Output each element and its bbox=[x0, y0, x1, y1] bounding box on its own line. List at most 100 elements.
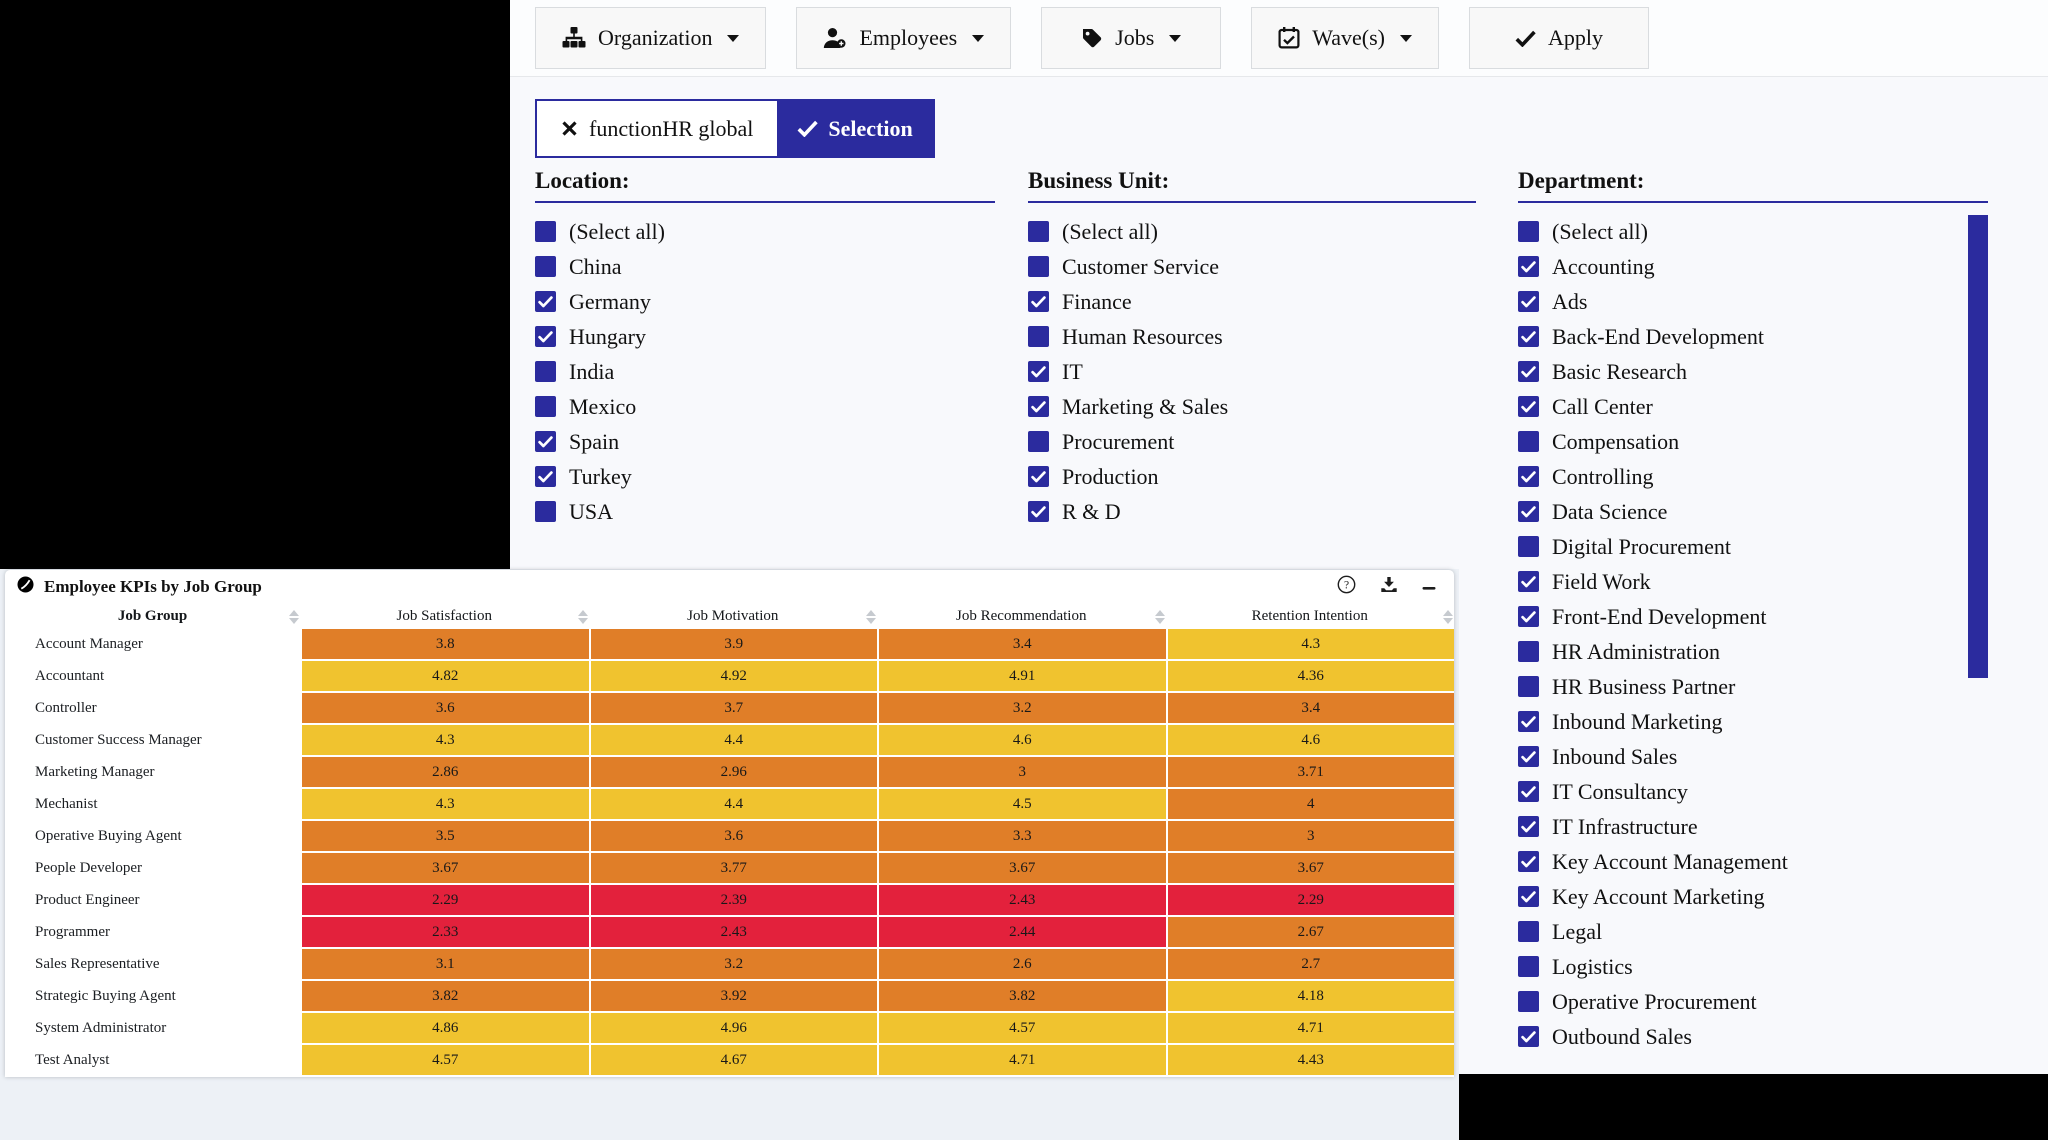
filter-item-procurement[interactable]: Procurement bbox=[1028, 424, 1476, 459]
selection-apply-button[interactable]: Selection bbox=[777, 101, 933, 156]
checkbox-checked[interactable] bbox=[1518, 326, 1539, 347]
toolbar-button-wave-s[interactable]: Wave(s) bbox=[1251, 7, 1439, 69]
filter-item-marketing-sales[interactable]: Marketing & Sales bbox=[1028, 389, 1476, 424]
checkbox-checked[interactable] bbox=[535, 291, 556, 312]
filter-item-it-infrastructure[interactable]: IT Infrastructure bbox=[1518, 809, 1988, 844]
download-button[interactable] bbox=[1380, 576, 1398, 599]
filter-item-key-account-management[interactable]: Key Account Management bbox=[1518, 844, 1988, 879]
column-header-job-group[interactable]: Job Group bbox=[5, 604, 300, 629]
checkbox-unchecked[interactable] bbox=[1028, 431, 1049, 452]
column-header-retention-intention[interactable]: Retention Intention bbox=[1166, 604, 1455, 629]
checkbox-unchecked[interactable] bbox=[535, 396, 556, 417]
filter-tag-remove[interactable]: functionHR global bbox=[537, 101, 778, 156]
checkbox-checked[interactable] bbox=[1518, 361, 1539, 382]
sort-icon[interactable] bbox=[289, 609, 299, 624]
toolbar-button-apply[interactable]: Apply bbox=[1468, 7, 1649, 69]
column-header-job-satisfaction[interactable]: Job Satisfaction bbox=[300, 604, 589, 629]
filter-item-key-account-marketing[interactable]: Key Account Marketing bbox=[1518, 879, 1988, 914]
filter-item-compensation[interactable]: Compensation bbox=[1518, 424, 1988, 459]
toolbar-button-employees[interactable]: Employees bbox=[796, 7, 1012, 69]
checkbox-unchecked[interactable] bbox=[1028, 326, 1049, 347]
filter-item-operative-procurement[interactable]: Operative Procurement bbox=[1518, 984, 1988, 1019]
filter-item-select-all[interactable]: (Select all) bbox=[1518, 214, 1988, 249]
checkbox-checked[interactable] bbox=[535, 326, 556, 347]
filter-item-customer-service[interactable]: Customer Service bbox=[1028, 249, 1476, 284]
filter-item-field-work[interactable]: Field Work bbox=[1518, 564, 1988, 599]
filter-item-call-center[interactable]: Call Center bbox=[1518, 389, 1988, 424]
checkbox-checked[interactable] bbox=[1028, 466, 1049, 487]
sort-icon[interactable] bbox=[1154, 609, 1165, 624]
filter-item-back-end-development[interactable]: Back-End Development bbox=[1518, 319, 1988, 354]
checkbox-checked[interactable] bbox=[1518, 851, 1539, 872]
checkbox-checked[interactable] bbox=[1028, 361, 1049, 382]
filter-item-outbound-sales[interactable]: Outbound Sales bbox=[1518, 1019, 1988, 1054]
x-icon[interactable] bbox=[561, 120, 578, 137]
checkbox-unchecked[interactable] bbox=[1518, 991, 1539, 1012]
checkbox-checked[interactable] bbox=[535, 431, 556, 452]
toolbar-button-jobs[interactable]: Jobs bbox=[1041, 7, 1222, 69]
checkbox-unchecked[interactable] bbox=[1518, 676, 1539, 697]
checkbox-checked[interactable] bbox=[1518, 606, 1539, 627]
filter-item-front-end-development[interactable]: Front-End Development bbox=[1518, 599, 1988, 634]
filter-item-it-consultancy[interactable]: IT Consultancy bbox=[1518, 774, 1988, 809]
checkbox-unchecked[interactable] bbox=[1028, 256, 1049, 277]
toolbar-button-organization[interactable]: Organization bbox=[535, 7, 767, 69]
checkbox-unchecked[interactable] bbox=[1518, 921, 1539, 942]
filter-item-mexico[interactable]: Mexico bbox=[535, 389, 995, 424]
checkbox-unchecked[interactable] bbox=[1518, 641, 1539, 662]
filter-item-ads[interactable]: Ads bbox=[1518, 284, 1988, 319]
filter-item-basic-research[interactable]: Basic Research bbox=[1518, 354, 1988, 389]
checkbox-checked[interactable] bbox=[1028, 291, 1049, 312]
checkbox-checked[interactable] bbox=[535, 466, 556, 487]
checkbox-unchecked[interactable] bbox=[535, 221, 556, 242]
filter-item-logistics[interactable]: Logistics bbox=[1518, 949, 1988, 984]
column-header-job-recommendation[interactable]: Job Recommendation bbox=[877, 604, 1166, 629]
filter-item-india[interactable]: India bbox=[535, 354, 995, 389]
checkbox-checked[interactable] bbox=[1518, 816, 1539, 837]
checkbox-unchecked[interactable] bbox=[1028, 221, 1049, 242]
checkbox-unchecked[interactable] bbox=[535, 256, 556, 277]
filter-item-accounting[interactable]: Accounting bbox=[1518, 249, 1988, 284]
filter-item-inbound-sales[interactable]: Inbound Sales bbox=[1518, 739, 1988, 774]
checkbox-checked[interactable] bbox=[1518, 501, 1539, 522]
sort-icon[interactable] bbox=[866, 609, 876, 624]
checkbox-checked[interactable] bbox=[1518, 711, 1539, 732]
checkbox-checked[interactable] bbox=[1028, 396, 1049, 417]
filter-item-r-d[interactable]: R & D bbox=[1028, 494, 1476, 529]
checkbox-checked[interactable] bbox=[1518, 886, 1539, 907]
checkbox-checked[interactable] bbox=[1518, 571, 1539, 592]
checkbox-checked[interactable] bbox=[1518, 256, 1539, 277]
filter-item-usa[interactable]: USA bbox=[535, 494, 995, 529]
checkbox-unchecked[interactable] bbox=[535, 361, 556, 382]
checkbox-unchecked[interactable] bbox=[1518, 221, 1539, 242]
filter-item-china[interactable]: China bbox=[535, 249, 995, 284]
sort-icon[interactable] bbox=[1443, 609, 1453, 624]
filter-item-germany[interactable]: Germany bbox=[535, 284, 995, 319]
filter-item-legal[interactable]: Legal bbox=[1518, 914, 1988, 949]
help-button[interactable]: ? bbox=[1337, 575, 1356, 599]
filter-item-controlling[interactable]: Controlling bbox=[1518, 459, 1988, 494]
filter-item-it[interactable]: IT bbox=[1028, 354, 1476, 389]
filter-item-turkey[interactable]: Turkey bbox=[535, 459, 995, 494]
filter-item-select-all[interactable]: (Select all) bbox=[535, 214, 995, 249]
checkbox-checked[interactable] bbox=[1518, 396, 1539, 417]
filter-item-data-science[interactable]: Data Science bbox=[1518, 494, 1988, 529]
department-scrollbar-thumb[interactable] bbox=[1968, 215, 1988, 678]
checkbox-unchecked[interactable] bbox=[535, 501, 556, 522]
filter-item-inbound-marketing[interactable]: Inbound Marketing bbox=[1518, 704, 1988, 739]
checkbox-checked[interactable] bbox=[1518, 466, 1539, 487]
filter-item-finance[interactable]: Finance bbox=[1028, 284, 1476, 319]
checkbox-checked[interactable] bbox=[1028, 501, 1049, 522]
filter-item-production[interactable]: Production bbox=[1028, 459, 1476, 494]
sort-icon[interactable] bbox=[577, 609, 588, 624]
filter-item-hr-administration[interactable]: HR Administration bbox=[1518, 634, 1988, 669]
checkbox-checked[interactable] bbox=[1518, 291, 1539, 312]
filter-item-hungary[interactable]: Hungary bbox=[535, 319, 995, 354]
checkbox-checked[interactable] bbox=[1518, 1026, 1539, 1047]
checkbox-unchecked[interactable] bbox=[1518, 536, 1539, 557]
checkbox-checked[interactable] bbox=[1518, 781, 1539, 802]
filter-item-digital-procurement[interactable]: Digital Procurement bbox=[1518, 529, 1988, 564]
checkbox-unchecked[interactable] bbox=[1518, 956, 1539, 977]
filter-item-human-resources[interactable]: Human Resources bbox=[1028, 319, 1476, 354]
filter-item-spain[interactable]: Spain bbox=[535, 424, 995, 459]
